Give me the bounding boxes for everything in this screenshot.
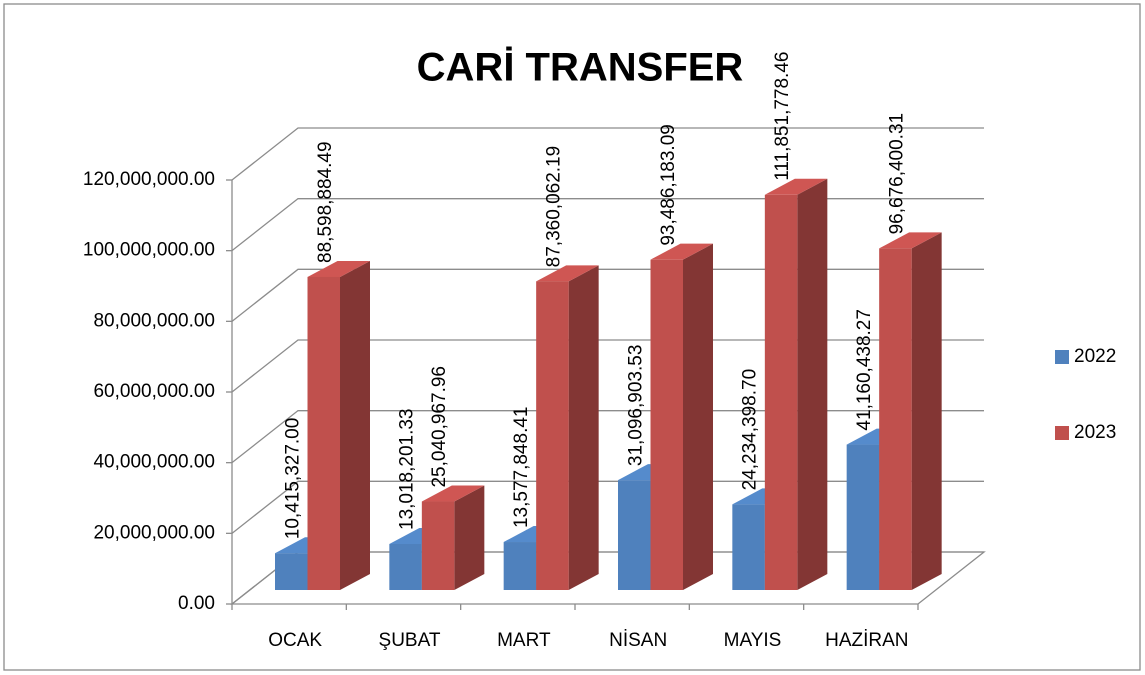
data-label: 25,040,967.96: [429, 366, 450, 488]
bar-side: [683, 243, 713, 590]
y-tick-label: 60,000,000.00: [93, 381, 215, 402]
bar-side: [454, 485, 485, 590]
y-tick-label: 120,000,000.00: [83, 169, 215, 190]
data-label: 87,360,062.19: [543, 146, 564, 268]
bar-side: [797, 178, 828, 590]
data-label: 88,598,884.49: [315, 141, 336, 263]
data-label: 31,096,903.53: [625, 345, 646, 467]
bar-top: [650, 243, 713, 260]
y-tick-label: 80,000,000.00: [93, 310, 215, 331]
grid-line: [231, 127, 984, 181]
bar: [764, 194, 798, 590]
bar-top: [307, 260, 370, 277]
bar-top: [764, 178, 828, 195]
data-label: 24,234,398.70: [740, 369, 761, 491]
y-tick-label: 20,000,000.00: [93, 522, 215, 543]
bar: [503, 542, 537, 590]
legend-label: 2023: [1074, 422, 1116, 443]
x-tick-label: MART: [497, 630, 551, 651]
grid-line: [231, 410, 984, 464]
x-tick-label: ŞUBAT: [379, 630, 441, 651]
grid-line: [231, 198, 984, 252]
y-tick-label: 0.00: [178, 593, 215, 614]
data-label: 13,577,848.41: [511, 407, 532, 529]
data-label: 41,160,438.27: [854, 309, 875, 431]
data-label: 93,486,183.09: [658, 124, 679, 246]
data-label: 10,415,327.00: [282, 418, 303, 540]
data-label: 96,676,400.31: [886, 113, 907, 235]
bar: [650, 259, 683, 590]
x-tick-label: MAYIS: [724, 630, 782, 651]
data-label: 111,851,778.46: [772, 52, 793, 181]
grid-line: [231, 480, 984, 534]
bar: [389, 544, 422, 590]
data-label: 13,018,201.33: [397, 408, 418, 530]
x-tick-label: OCAK: [268, 630, 322, 651]
bar: [275, 553, 308, 590]
x-tick-label: HAZİRAN: [825, 630, 908, 651]
grid-line: [231, 339, 984, 393]
bar: [536, 281, 569, 590]
bar: [618, 480, 651, 590]
legend-swatch: [1055, 350, 1069, 364]
bar-top: [879, 232, 942, 249]
bar: [879, 248, 912, 591]
y-tick-label: 100,000,000.00: [83, 240, 215, 261]
bar: [846, 444, 880, 590]
grid-line: [231, 268, 984, 322]
bar-side: [568, 265, 599, 590]
chart-title: CARİ TRANSFER: [417, 46, 744, 90]
bar: [307, 276, 340, 590]
legend-label: 2022: [1074, 346, 1116, 367]
legend-swatch: [1055, 426, 1069, 440]
bar-top: [421, 485, 485, 502]
x-tick-label: NİSAN: [609, 630, 667, 651]
bar: [732, 504, 765, 590]
bar: [421, 501, 455, 590]
bar-side: [911, 232, 942, 591]
bar-top: [536, 265, 599, 282]
bar-side: [340, 260, 370, 590]
y-tick-label: 40,000,000.00: [93, 452, 215, 473]
